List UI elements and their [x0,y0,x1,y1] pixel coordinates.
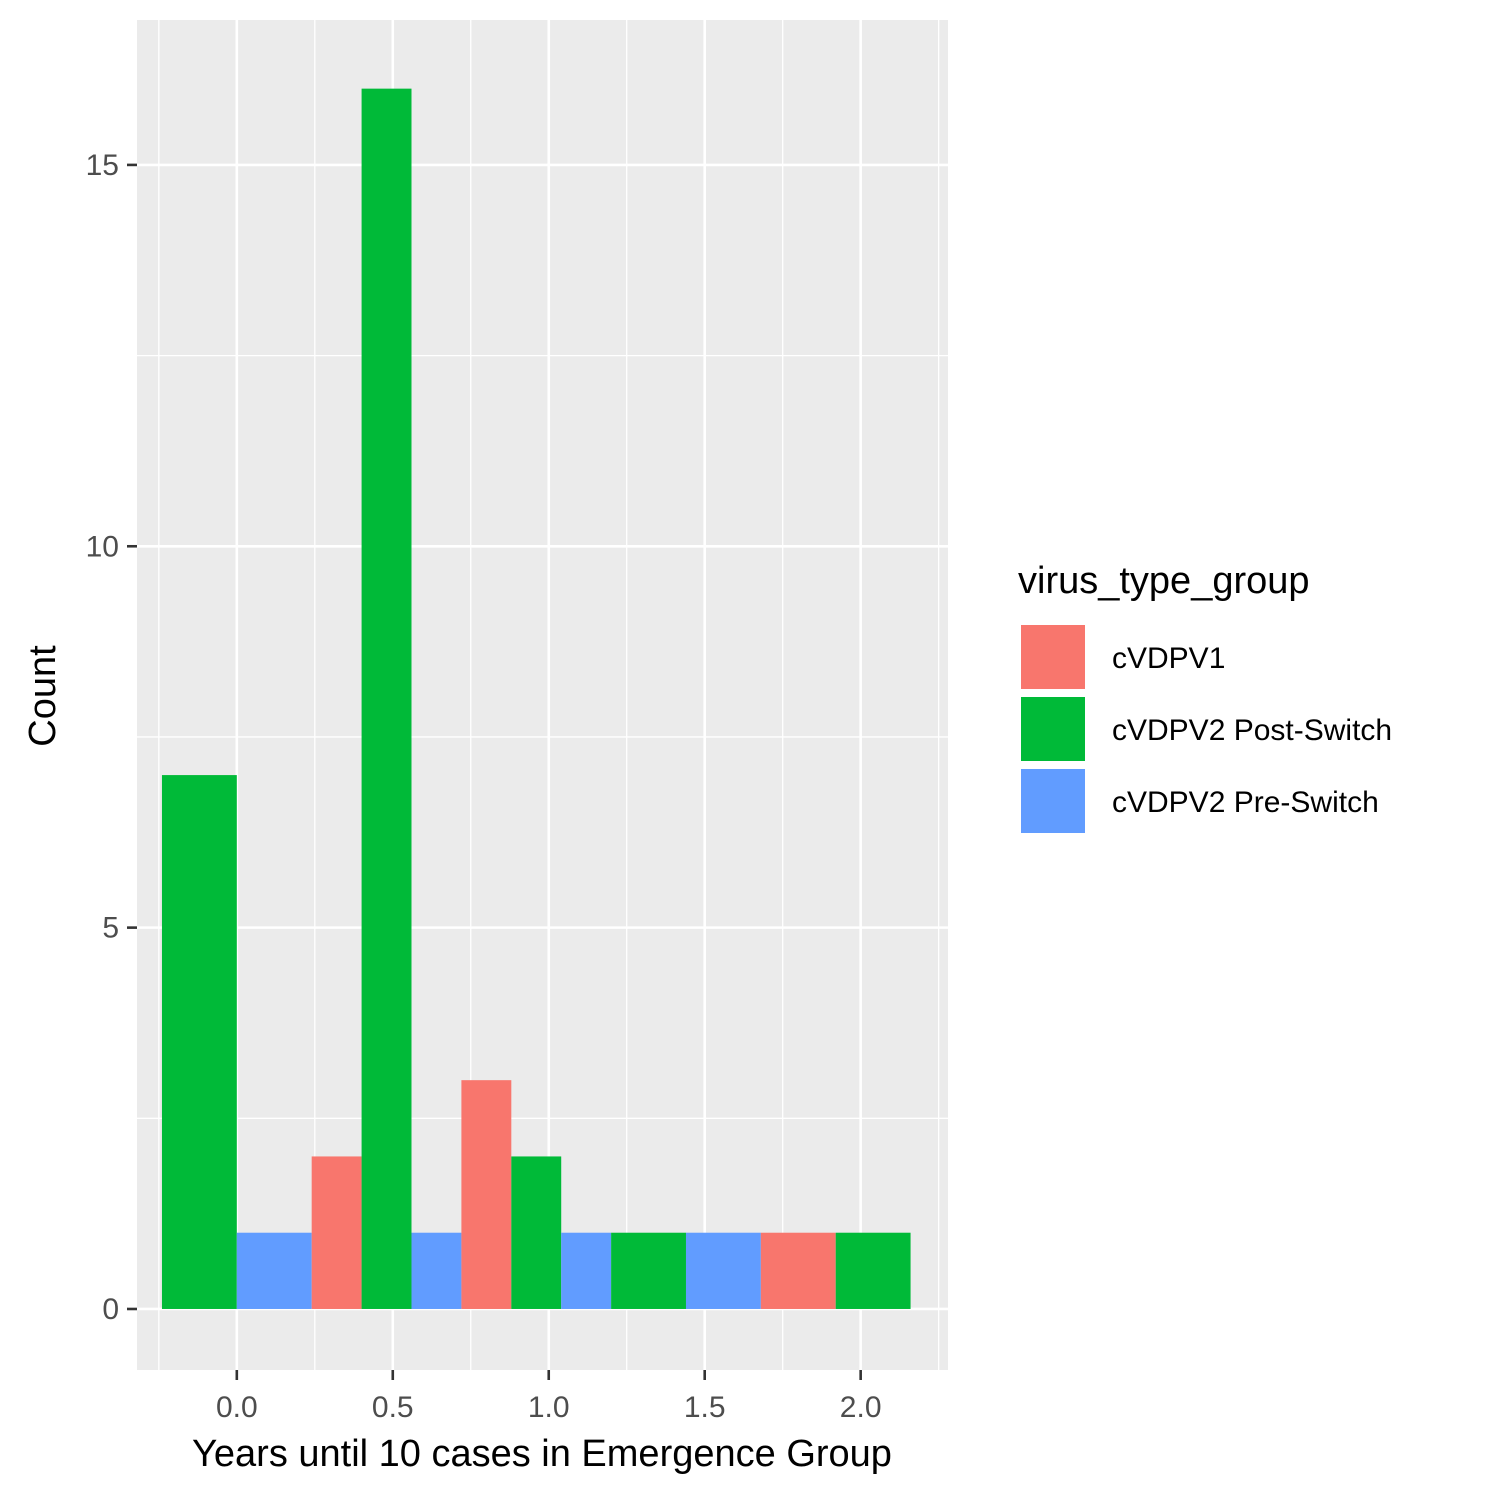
bar-cvdpv2-post-switch-bin-3 [611,1232,686,1309]
bar-cvdpv2-post-switch-bin-1 [361,88,412,1309]
x-axis: 0.0 0.5 1.0 1.5 2.0 [216,1370,882,1424]
y-tick-label: 15 [86,149,119,182]
bar-cvdpv2-post-switch-bin-4 [835,1232,911,1309]
y-tick-label: 5 [102,912,119,945]
legend-key-cvdpv2-post-switch [1019,695,1087,763]
x-tick-label: 2.0 [840,1391,882,1424]
bar-cvdpv1-bin-1 [311,1156,362,1309]
plot-panel [137,20,948,1370]
legend-key-cvdpv1 [1019,623,1087,691]
bars [161,88,911,1309]
bar-cvdpv2-pre-switch-bin-1 [411,1232,462,1309]
legend-entry-cvdpv1: cVDPV1 [1019,623,1225,691]
x-tick-label: 0.5 [372,1391,414,1424]
bar-cvdpv2-post-switch-bin-0 [161,775,237,1309]
bar-cvdpv2-pre-switch-bin-2 [561,1232,612,1309]
bar-cvdpv2-post-switch-bin-2 [511,1156,562,1309]
x-tick-label: 0.0 [216,1391,258,1424]
legend-entry-cvdpv2-pre-switch: cVDPV2 Pre-Switch [1019,767,1379,835]
legend-label-cvdpv2-post-switch: cVDPV2 Post-Switch [1112,714,1392,747]
y-axis-title: Count [22,645,64,747]
x-tick-label: 1.5 [684,1391,726,1424]
legend-label-cvdpv1: cVDPV1 [1112,642,1225,675]
y-tick-label: 0 [102,1293,119,1326]
x-tick-label: 1.0 [528,1391,570,1424]
bar-cvdpv2-pre-switch-bin-3 [685,1232,761,1309]
x-axis-title: Years until 10 cases in Emergence Group [192,1433,892,1475]
minor-gridlines [137,20,948,1370]
legend-title: virus_type_group [1018,560,1310,602]
legend-key-cvdpv2-pre-switch [1019,767,1087,835]
y-axis: 0 5 10 15 [86,149,137,1326]
legend: virus_type_group cVDPV1 cVDPV2 Post-Swit… [1018,560,1392,835]
bar-cvdpv1-bin-4 [760,1232,836,1309]
bar-cvdpv1-bin-2 [461,1080,512,1309]
bar-cvdpv2-pre-switch-bin-0 [236,1232,312,1309]
legend-label-cvdpv2-pre-switch: cVDPV2 Pre-Switch [1112,786,1379,819]
y-tick-label: 10 [86,530,119,563]
legend-entry-cvdpv2-post-switch: cVDPV2 Post-Switch [1019,695,1392,763]
